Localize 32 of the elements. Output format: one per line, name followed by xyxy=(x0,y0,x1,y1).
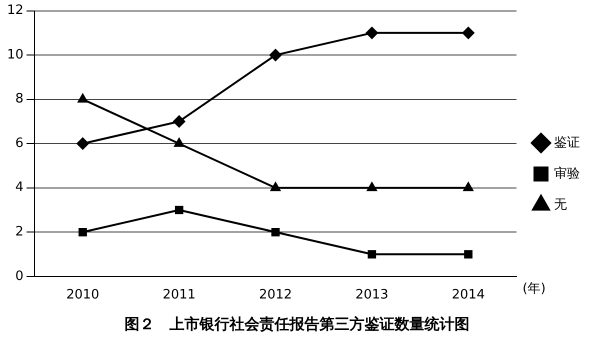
point xyxy=(271,228,280,236)
point xyxy=(464,250,472,258)
x-axis-title: (年) xyxy=(522,281,546,296)
y-tick-label: 0 xyxy=(15,268,24,284)
x-tick-label: 2011 xyxy=(162,288,196,303)
point xyxy=(76,138,89,150)
point xyxy=(366,26,378,39)
y-tick-label: 12 xyxy=(6,3,24,18)
point xyxy=(270,182,280,192)
y-tick-label: 2 xyxy=(15,224,24,240)
point xyxy=(270,49,282,62)
x-tick-label: 2014 xyxy=(452,288,485,303)
legend-label: 鉴证 xyxy=(554,135,580,150)
x-tick-label: 2013 xyxy=(355,288,388,303)
point xyxy=(368,250,376,258)
y-tick-label: 6 xyxy=(15,136,24,151)
point xyxy=(174,206,184,214)
point xyxy=(78,228,87,236)
point xyxy=(174,138,184,147)
legend-label: 审验 xyxy=(554,165,580,182)
y-tick-label: 8 xyxy=(15,92,24,107)
text: 图２ 上市银行社会责任报告第三方鉴证数量统计图 xyxy=(124,314,470,333)
y-tick-label: 10 xyxy=(6,47,24,62)
point xyxy=(78,94,88,103)
point xyxy=(367,182,377,192)
point xyxy=(462,26,474,39)
x-tick-label: 2012 xyxy=(258,288,292,303)
point xyxy=(463,182,474,192)
x-tick-label: 2010 xyxy=(66,288,100,303)
y-tick-label: 4 xyxy=(15,180,24,196)
point xyxy=(173,115,186,128)
legend-label: 无 xyxy=(554,197,567,212)
